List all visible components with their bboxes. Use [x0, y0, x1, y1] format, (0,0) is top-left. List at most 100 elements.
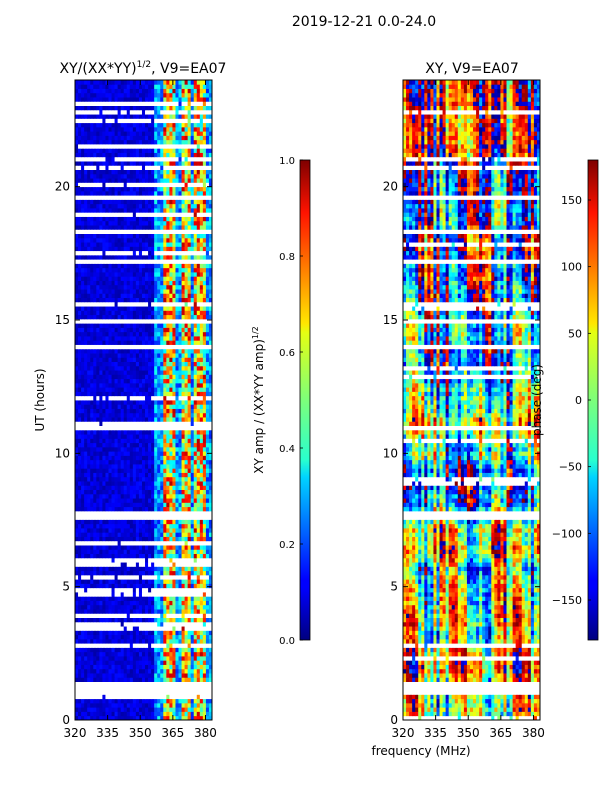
- amp-cell: [169, 656, 173, 661]
- amp-cell: [102, 557, 106, 563]
- amp-cell: [141, 348, 146, 354]
- amp-cell: [157, 656, 161, 661]
- amp-cell: [184, 677, 189, 682]
- amp-cell: [190, 336, 195, 341]
- amp-cell: [84, 429, 88, 435]
- amp-cell: [163, 455, 167, 461]
- amp-cell: [157, 280, 161, 286]
- amp-cell: [184, 579, 189, 584]
- amp-cell: [96, 259, 100, 264]
- amp-cell: [114, 702, 119, 708]
- amp-cell: [105, 664, 109, 670]
- amp-cell: [138, 370, 143, 375]
- amp-cell: [117, 442, 122, 448]
- amp-cell: [151, 583, 155, 589]
- amp-cell: [123, 481, 128, 486]
- amp-cell: [196, 417, 201, 422]
- amp-cell: [157, 318, 161, 324]
- amp-cell: [208, 387, 213, 392]
- amp-cell: [208, 519, 213, 525]
- amp-cell: [166, 429, 170, 435]
- amp-cell: [117, 357, 122, 362]
- amp-cell: [187, 250, 192, 256]
- amp-cell: [75, 664, 79, 670]
- amp-cell: [163, 340, 167, 345]
- amp-cell: [157, 634, 161, 640]
- amp-cell: [208, 318, 213, 324]
- amp-cell: [84, 250, 88, 256]
- amp-cell: [123, 638, 128, 644]
- amp-cell: [108, 417, 112, 422]
- amp-cell: [84, 455, 88, 461]
- amp-cell: [181, 621, 185, 627]
- amp-cell: [96, 545, 100, 550]
- amp-cell: [184, 306, 189, 311]
- amp-cell: [190, 421, 195, 426]
- amp-cell: [193, 574, 198, 580]
- amp-cell: [202, 306, 207, 311]
- amp-cell: [81, 574, 85, 580]
- amp-cell: [81, 613, 85, 618]
- amp-cell: [154, 353, 158, 358]
- amp-cell: [202, 656, 207, 661]
- amp-cell: [166, 289, 170, 294]
- amp-cell: [205, 626, 210, 631]
- amp-cell: [123, 323, 128, 328]
- amp-cell: [96, 472, 100, 478]
- amp-cell: [190, 668, 195, 674]
- amp-cell: [202, 707, 207, 712]
- amp-cell: [84, 476, 88, 482]
- amp-cell: [178, 323, 182, 328]
- amp-cell: [163, 528, 167, 533]
- amp-cell: [181, 387, 185, 392]
- amp-cell: [187, 643, 192, 648]
- amp-cell: [87, 626, 91, 631]
- amp-cell: [205, 715, 210, 721]
- amp-cell: [187, 613, 192, 618]
- amp-cell: [169, 284, 173, 290]
- amp-cell: [117, 515, 122, 520]
- amp-cell: [145, 592, 149, 597]
- amp-cell: [181, 528, 185, 533]
- amp-cell: [105, 579, 109, 584]
- amp-cell: [202, 254, 207, 260]
- amp-cell: [132, 323, 137, 328]
- amp-cell: [199, 323, 204, 328]
- amp-cell: [148, 272, 152, 277]
- amp-cell: [75, 698, 79, 704]
- amp-cell: [208, 314, 213, 320]
- amp-cell: [208, 344, 213, 350]
- amp-cell: [148, 698, 152, 704]
- amp-cell: [138, 557, 143, 563]
- amp-cell: [123, 429, 128, 435]
- amp-cell: [114, 400, 119, 405]
- amp-cell: [132, 592, 137, 597]
- amp-cell: [154, 331, 158, 337]
- amp-cell: [160, 673, 164, 678]
- amp-cell: [157, 553, 161, 559]
- amp-cell: [193, 677, 198, 682]
- amp-cell: [151, 293, 155, 298]
- amp-cell: [126, 357, 131, 362]
- amp-cell: [193, 314, 198, 320]
- amp-cell: [129, 664, 134, 670]
- amp-cell: [114, 604, 119, 610]
- amp-cell: [199, 451, 204, 456]
- amp-cell: [181, 382, 185, 388]
- amp-cell: [187, 259, 192, 264]
- amp-cell: [93, 510, 97, 516]
- amp-cell: [75, 562, 79, 567]
- amp-cell: [196, 370, 201, 375]
- amp-cell: [160, 318, 164, 324]
- amp-cell: [96, 263, 100, 269]
- amp-cell: [102, 340, 106, 345]
- amp-cell: [75, 685, 79, 691]
- amp-cell: [172, 331, 176, 337]
- amp-cell: [196, 446, 201, 452]
- amp-cell: [114, 557, 119, 563]
- amp-cell: [102, 293, 106, 298]
- amp-cell: [184, 314, 189, 320]
- amp-cell: [163, 412, 167, 418]
- amp-cell: [166, 621, 170, 627]
- amp-cell: [81, 677, 85, 682]
